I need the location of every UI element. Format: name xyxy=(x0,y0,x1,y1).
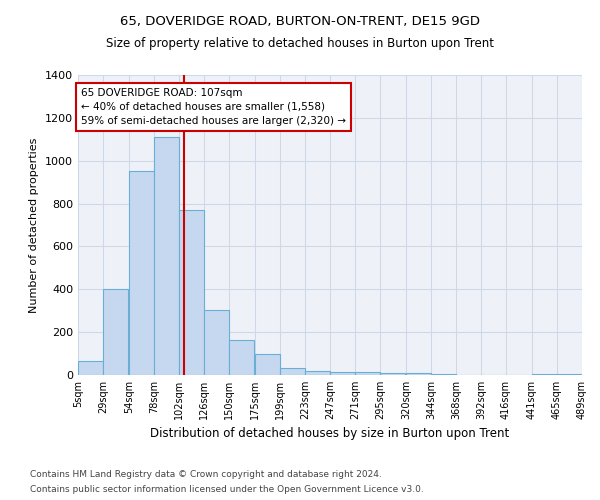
Bar xyxy=(431,374,456,375)
Bar xyxy=(103,290,128,375)
Bar xyxy=(305,371,330,375)
Bar xyxy=(380,373,405,375)
Bar xyxy=(78,361,103,375)
Bar xyxy=(204,310,229,375)
Text: Size of property relative to detached houses in Burton upon Trent: Size of property relative to detached ho… xyxy=(106,38,494,51)
Bar xyxy=(255,354,280,375)
Bar xyxy=(532,374,557,375)
Bar xyxy=(355,372,380,375)
Text: Contains public sector information licensed under the Open Government Licence v3: Contains public sector information licen… xyxy=(30,485,424,494)
Bar xyxy=(179,210,204,375)
Bar xyxy=(129,172,154,375)
Bar xyxy=(557,374,582,375)
Bar xyxy=(229,340,254,375)
Bar xyxy=(280,368,305,375)
Text: Distribution of detached houses by size in Burton upon Trent: Distribution of detached houses by size … xyxy=(151,428,509,440)
Bar xyxy=(406,374,431,375)
Bar xyxy=(330,372,355,375)
Text: 65, DOVERIDGE ROAD, BURTON-ON-TRENT, DE15 9GD: 65, DOVERIDGE ROAD, BURTON-ON-TRENT, DE1… xyxy=(120,15,480,28)
Text: 65 DOVERIDGE ROAD: 107sqm
← 40% of detached houses are smaller (1,558)
59% of se: 65 DOVERIDGE ROAD: 107sqm ← 40% of detac… xyxy=(81,88,346,126)
Y-axis label: Number of detached properties: Number of detached properties xyxy=(29,138,40,312)
Text: Contains HM Land Registry data © Crown copyright and database right 2024.: Contains HM Land Registry data © Crown c… xyxy=(30,470,382,479)
Bar xyxy=(154,137,179,375)
